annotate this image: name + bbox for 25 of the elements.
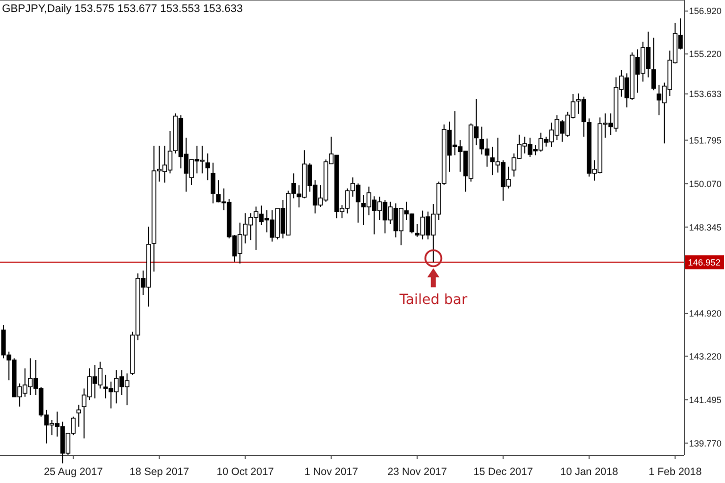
y-tick-label: 153.633: [689, 89, 722, 100]
candlestick: [205, 152, 210, 181]
x-tick-label: 10 Jan 2018: [560, 466, 618, 478]
candlestick: [651, 37, 656, 91]
candlestick: [210, 162, 216, 204]
y-tick-label: 156.920: [689, 6, 722, 16]
y-tick-label: 150.070: [689, 178, 722, 189]
y-tick-label: 151.795: [689, 135, 722, 146]
y-tick-label: 148.345: [689, 222, 722, 232]
y-tick-label: 144.920: [689, 308, 722, 319]
x-tick-label: 25 Aug 2017: [44, 466, 103, 478]
chart-title: GBPJPY,Daily 153.575 153.677 153.553 153.633: [2, 3, 243, 15]
x-tick-label: 1 Nov 2017: [304, 466, 358, 478]
ref-line-label: 146.952: [688, 257, 721, 268]
x-tick-label: 15 Dec 2017: [473, 466, 534, 478]
x-tick-label: 18 Sep 2017: [130, 466, 190, 478]
y-tick-label: 143.220: [689, 351, 722, 362]
x-tick-label: 23 Nov 2017: [387, 466, 448, 478]
x-tick-label: 1 Feb 2018: [648, 466, 702, 478]
y-tick-label: 155.220: [689, 49, 722, 60]
y-tick-label: 141.495: [689, 394, 722, 405]
annotation: Tailed bar: [398, 292, 468, 308]
x-tick-label: 10 Oct 2017: [216, 466, 274, 478]
y-tick-label: 139.770: [689, 438, 722, 448]
candlestick: [76, 404, 81, 428]
